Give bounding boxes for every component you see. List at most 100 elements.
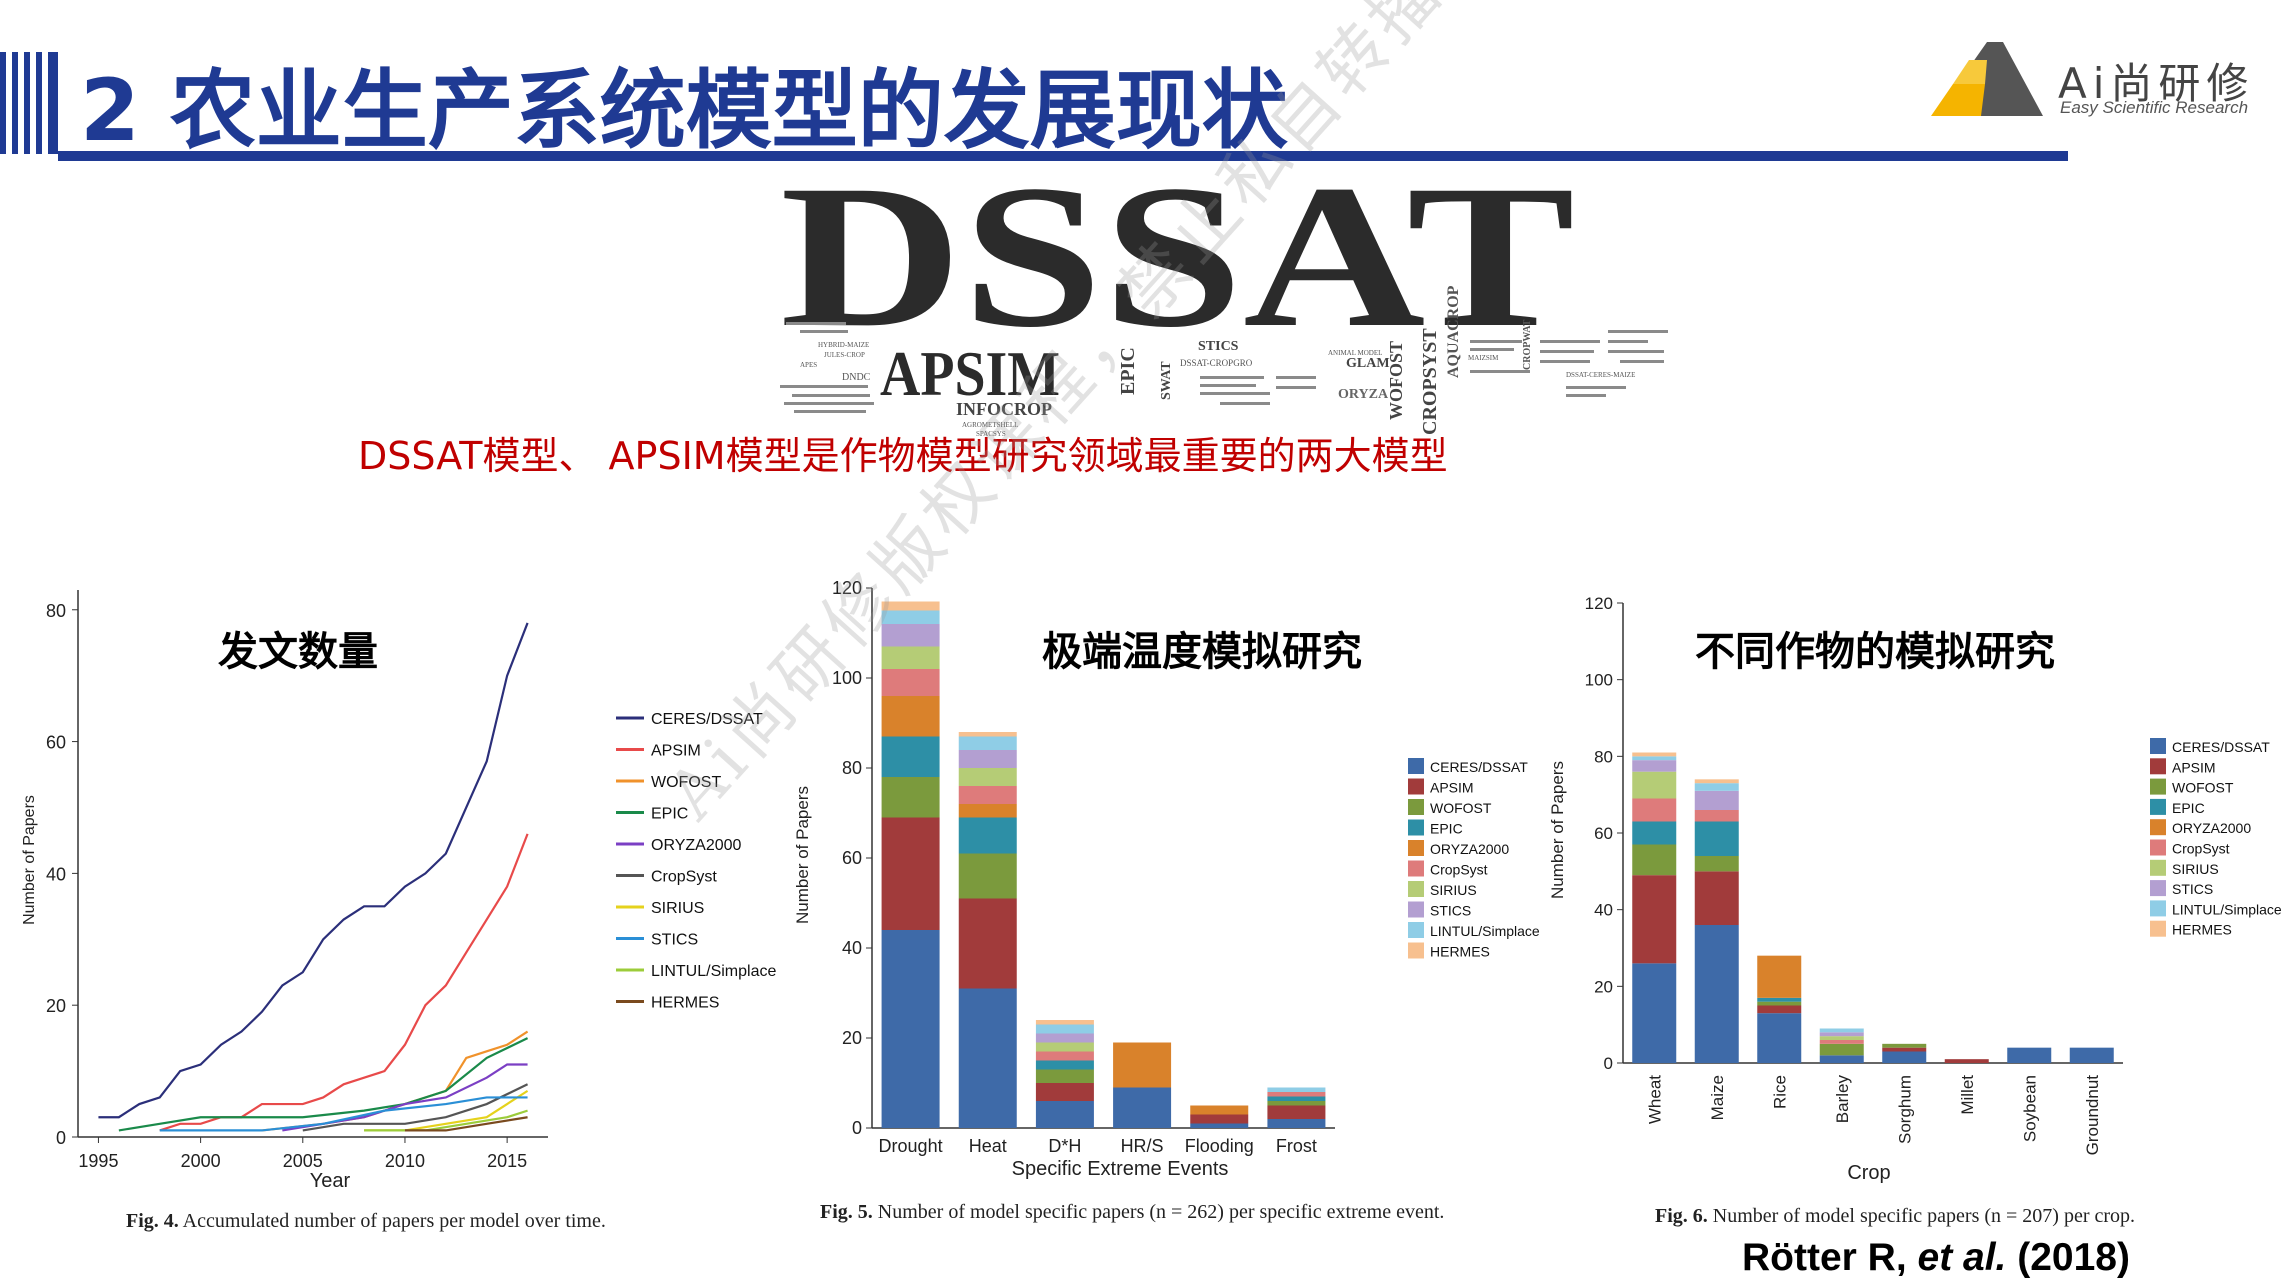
chart2-bar-segment xyxy=(958,898,1017,989)
chart2-legend-label: CERES/DSSAT xyxy=(1430,759,1528,775)
chart3-legend-label: APSIM xyxy=(2172,759,2216,775)
wordcloud-aquacrop: AQUACROP xyxy=(1445,285,1462,378)
chart2-legend-label: HERMES xyxy=(1430,944,1490,960)
chart2-legend-swatch xyxy=(1408,778,1424,795)
chart2-bar-segment xyxy=(1113,1042,1172,1088)
chart2-legend-label: STICS xyxy=(1430,903,1471,919)
chart1-series-line xyxy=(159,1096,528,1132)
chart3-bar-segment xyxy=(1819,1055,1864,1063)
chart2-category-label: HR/S xyxy=(1121,1136,1164,1156)
chart2-bar-segment xyxy=(958,768,1017,786)
wordcloud-jules-crop: JULES-CROP xyxy=(824,351,865,359)
chart3-bar-segment xyxy=(1694,779,1739,784)
chart3-bar-segment xyxy=(1757,1005,1802,1014)
chart2-bar-segment xyxy=(958,853,1017,899)
chart3-bar-segment xyxy=(1694,856,1739,872)
chart3-bar-segment xyxy=(1757,1001,1802,1006)
chart1-xlabel: Year xyxy=(310,1170,351,1192)
chart2-category-label: Heat xyxy=(969,1136,1007,1156)
wordcloud-cropsyst: CROPSYST xyxy=(1419,328,1441,435)
chart3-caption-label: Fig. 6. xyxy=(1655,1205,1708,1227)
chart1-xtick-label: 1995 xyxy=(78,1151,118,1171)
chart3-category-label: Sorghum xyxy=(1895,1075,1914,1144)
chart3-category-label: Rice xyxy=(1770,1075,1789,1109)
chart3-bar-segment xyxy=(1694,925,1739,1063)
chart1-legend-label: CropSyst xyxy=(651,869,717,886)
chart3-bar-segment xyxy=(1632,771,1677,799)
chart3-legend-label: STICS xyxy=(2172,881,2213,897)
chart2-bar-segment xyxy=(958,817,1017,854)
chart3-legend-swatch xyxy=(2150,839,2166,856)
wordcloud-dssat: DSSAT xyxy=(780,180,1575,370)
chart3-ytick-label: 100 xyxy=(1585,671,1613,690)
chart2-legend-label: CropSyst xyxy=(1430,862,1488,878)
chart3-bar-segment xyxy=(1819,1032,1864,1037)
svg-text:Fig. 4. Accumulated number of: Fig. 4. Accumulated number of papers per… xyxy=(126,1210,606,1232)
chart1-legend-label: APSIM xyxy=(651,743,701,760)
chart3-category-label: Barley xyxy=(1833,1075,1852,1124)
chart2-bar-segment xyxy=(1035,1101,1094,1128)
chart2-bar-segment xyxy=(1267,1087,1326,1092)
chart2-bar-segment xyxy=(958,988,1017,1128)
chart3-legend-label: CropSyst xyxy=(2172,841,2230,857)
chart3-legend-label: SIRIUS xyxy=(2172,861,2219,877)
chart3-legend-swatch xyxy=(2150,738,2166,754)
chart2-caption-label: Fig. 5. xyxy=(820,1201,873,1223)
chart3-bar-segment xyxy=(1694,810,1739,822)
wordcloud-glam: GLAM xyxy=(1346,356,1390,371)
chart2-bar-segment xyxy=(1267,1096,1326,1101)
chart2-bar-segment xyxy=(881,696,940,737)
wordcloud-wofost: WOFOST xyxy=(1386,341,1406,420)
chart2-ylabel: Number of Papers xyxy=(793,786,812,924)
chart1-ytick-label: 0 xyxy=(56,1128,66,1148)
chart2-ytick-label: 40 xyxy=(842,938,862,958)
chart1-xtick-label: 2010 xyxy=(385,1151,425,1171)
chart1-ytick-label: 20 xyxy=(46,996,66,1016)
chart1-legend-label: LINTUL/Simplace xyxy=(651,963,776,980)
chart2-bar-segment xyxy=(881,646,940,669)
chart1-heading: 发文数量 xyxy=(218,629,378,675)
chart2-legend-swatch xyxy=(1408,840,1424,856)
chart1-series-line xyxy=(118,1037,529,1132)
chart2-bar-segment xyxy=(1035,1020,1094,1025)
chart1-ylabel: Number of Papers xyxy=(21,795,38,925)
chart3-category-label: Wheat xyxy=(1645,1075,1664,1124)
chart2-bar-segment xyxy=(1035,1051,1094,1061)
chart2-legend-label: ORYZA2000 xyxy=(1430,841,1509,857)
chart2-category-label: D*H xyxy=(1048,1136,1081,1156)
chart2-legend-label: LINTUL/Simplace xyxy=(1430,923,1540,939)
chart2-legend-swatch xyxy=(1408,799,1424,815)
chart1-legend-label: EPIC xyxy=(651,806,688,823)
chart3-bar-segment xyxy=(2069,1047,2114,1063)
chart1-series-line xyxy=(159,833,529,1132)
citation-etal: et al. xyxy=(1917,1236,2007,1279)
wordcloud-agrometshell: AGROMETSHELL xyxy=(962,421,1018,429)
chart2-legend-swatch xyxy=(1408,942,1424,959)
chart2-legend-swatch xyxy=(1408,922,1424,938)
chart3-bar-segment xyxy=(1694,871,1739,925)
chart1-ytick-label: 40 xyxy=(46,864,66,884)
slide-title: 2 农业生产系统模型的发展现状 xyxy=(80,61,1288,161)
chart2-ytick-label: 120 xyxy=(832,578,862,598)
chart1-legend-label: CERES/DSSAT xyxy=(651,711,763,728)
chart3-category-label: Groundnut xyxy=(2083,1075,2102,1156)
wordcloud-apes: APES xyxy=(800,361,817,369)
chart2-bar-segment xyxy=(1035,1069,1094,1083)
chart3-ytick-label: 20 xyxy=(1594,977,1613,996)
crops-stacked-bar-chart: 0 20 40 60 80 100 120 Wheat Maize Rice Barley Sorgh… xyxy=(1548,594,2282,1227)
chart2-ytick-label: 80 xyxy=(842,758,862,778)
chart2-bar-segment xyxy=(881,930,940,1128)
wordcloud-stics: STICS xyxy=(1198,339,1239,354)
extreme-events-stacked-bar-chart: 0 20 40 60 80 100 120 Drought Heat D*H HR/S Floodin… xyxy=(793,578,1540,1223)
chart2-bar-segment xyxy=(958,736,1017,750)
chart2-bar-segment xyxy=(958,732,1017,737)
chart2-bar-segment xyxy=(1267,1092,1326,1097)
chart2-bar-segment xyxy=(1035,1060,1094,1070)
chart3-bar-segment xyxy=(1944,1059,1989,1063)
chart2-legend-swatch xyxy=(1408,860,1424,877)
chart1-xtick-label: 2000 xyxy=(181,1151,221,1171)
chart2-caption: Number of model specific papers (n = 262… xyxy=(873,1201,1445,1223)
chart1-legend-label: HERMES xyxy=(651,995,719,1012)
chart3-bar-segment xyxy=(1757,997,1802,1002)
wordcloud-infocrop: INFOCROP xyxy=(956,399,1052,419)
